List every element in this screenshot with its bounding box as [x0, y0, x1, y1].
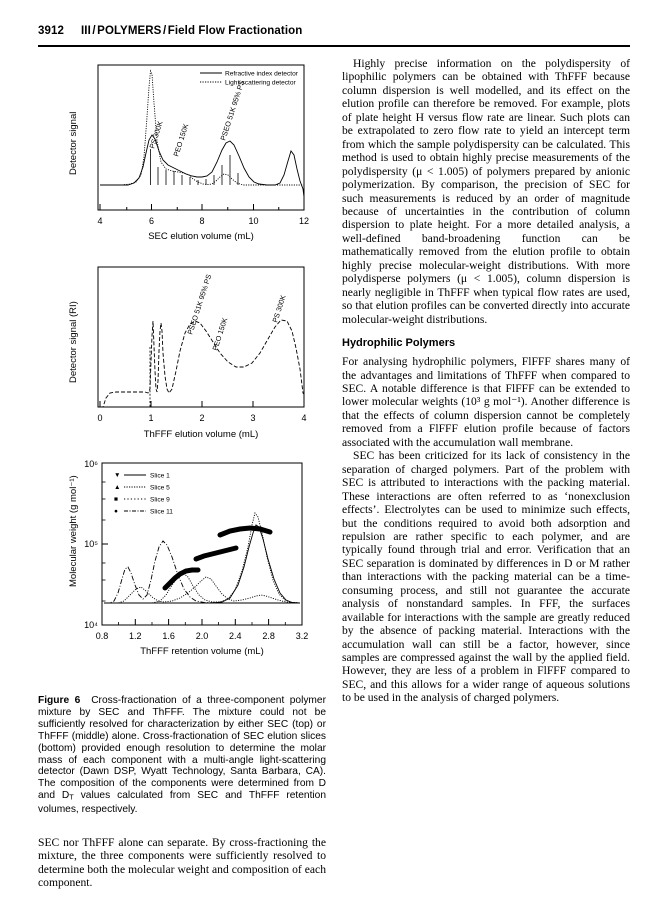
legend-label-slice5: Slice 5: [150, 484, 170, 491]
running-head-article: Field Flow Fractionation: [167, 25, 303, 37]
running-head-sep-2: /: [162, 25, 167, 37]
figure-6: Detector signal Refractive index detecto…: [62, 57, 312, 674]
bottom-ytick-10e6: 10⁶: [84, 459, 98, 469]
mw-trace-slice9: [162, 567, 201, 591]
page-folio: 3912: [38, 25, 64, 37]
left-body-paragraph: SEC nor ThFFF alone can separate. By cro…: [38, 835, 326, 890]
top-chart-xticks: [99, 204, 305, 210]
mid-xtick-3: 3: [250, 413, 255, 423]
figure-caption-subscript: T: [69, 792, 74, 802]
mid-xtick-2: 2: [199, 413, 204, 423]
top-xtick-0: 4: [97, 216, 102, 226]
bot-xtick-2: 1.6: [162, 631, 175, 641]
legend-marker-slice1: ▼: [114, 472, 121, 479]
bottom-ytick-10e5: 10⁵: [84, 539, 98, 549]
legend-label-slice9: Slice 9: [150, 496, 170, 503]
bot-xtick-6: 3.2: [296, 631, 309, 641]
bot-xtick-4: 2.4: [229, 631, 242, 641]
top-xtick-2: 8: [199, 216, 204, 226]
running-head: 3912 III / POLYMERS / Field Flow Fractio…: [38, 25, 630, 37]
middle-chart-xticks: [99, 401, 305, 407]
top-xtick-4: 12: [299, 216, 309, 226]
bottom-ytick-10e4: 10⁴: [84, 620, 98, 630]
running-head-sep-1: /: [92, 25, 96, 37]
bot-xtick-3: 2.0: [196, 631, 209, 641]
bottom-chart-xlabel: ThFFF retention volume (mL): [140, 646, 264, 657]
legend-marker-slice11: ●: [114, 508, 118, 515]
mw-trace-slice1: [217, 525, 273, 538]
peak-label-ps300k-top: PS 300K: [147, 120, 164, 150]
peak-label-pseo-top: PSEO 51K 95% PS: [218, 79, 246, 142]
mid-xtick-4: 4: [301, 413, 306, 423]
figure-caption-label: Figure 6: [38, 695, 81, 706]
right-paragraph-2: For analysing hydrophilic polymers, FlFF…: [342, 355, 630, 449]
thfff-elution-chart: Detector signal (RI) PSEO 51K 95% PS PEO…: [68, 266, 307, 440]
right-paragraph-1: Highly precise information on the polydi…: [342, 57, 630, 326]
figure-panel-top: Detector signal Refractive index detecto…: [62, 57, 312, 257]
figure-panel-bottom: Molecular weight (g mol⁻¹) 10⁴ 10⁵ 10⁶: [62, 455, 312, 670]
bottom-chart-yticks: [102, 462, 108, 626]
top-chart-droplines: [150, 149, 239, 185]
bottom-chart-xticks: [101, 619, 303, 625]
middle-chart-ylabel: Detector signal (RI): [68, 301, 79, 383]
section-heading-hydrophilic-polymers: Hydrophilic Polymers: [342, 337, 456, 350]
bottom-chart-ylabel: Molecular weight (g mol⁻¹): [68, 475, 79, 587]
sec-elution-chart: Detector signal Refractive index detecto…: [68, 64, 309, 242]
bot-xtick-0: 0.8: [96, 631, 109, 641]
legend-label-slice1: Slice 1: [150, 472, 170, 479]
figure-caption: Figure 6 Cross-fractionation of a three-…: [38, 695, 326, 816]
running-head-part: III: [80, 25, 91, 37]
legend-marker-slice9: ■: [114, 496, 118, 503]
right-column-text: Highly precise information on the polydi…: [342, 57, 630, 705]
left-column-text: Figure 6 Cross-fractionation of a three-…: [38, 695, 326, 889]
peak-label-pseo-middle: PSEO 51K 95% PS: [185, 273, 213, 336]
legend-marker-slice5: ▲: [114, 484, 121, 491]
header-rule: [38, 45, 630, 47]
top-xtick-3: 10: [248, 216, 258, 226]
mid-xtick-1: 1: [148, 413, 153, 423]
running-head-section: POLYMERS: [97, 25, 162, 37]
figure-panel-middle: Detector signal (RI) PSEO 51K 95% PS PEO…: [62, 261, 312, 451]
peak-label-ps-middle: PS 300K: [270, 294, 287, 324]
bot-xtick-1: 1.2: [129, 631, 142, 641]
legend-label-slice11: Slice 11: [150, 508, 173, 515]
figure-caption-text-2: values calculated from SEC and ThFFF ret…: [38, 790, 326, 815]
top-chart-legend: Refractive index detector Light-scatteri…: [200, 70, 299, 86]
peak-label-peo-middle: PEO 150K: [210, 316, 229, 351]
top-chart-ylabel: Detector signal: [68, 112, 79, 175]
right-paragraph-3: SEC has been criticized for its lack of …: [342, 449, 630, 705]
mw-trace-slice5: [193, 545, 239, 562]
legend-label-ls: Light-scattering detector: [225, 79, 297, 86]
bottom-chart-legend: ▼ Slice 1 ▲ Slice 5 ■ Slice 9 ● Slice 11: [114, 472, 173, 515]
peak-label-peo150k-top: PEO 150K: [171, 122, 190, 157]
legend-label-ri: Refractive index detector: [225, 70, 299, 77]
middle-chart-xlabel: ThFFF elution volume (mL): [144, 429, 259, 440]
figure-caption-text: Cross-fractionation of a three-component…: [38, 695, 326, 802]
mid-xtick-0: 0: [97, 413, 102, 423]
bot-xtick-5: 2.8: [262, 631, 275, 641]
top-chart-xlabel: SEC elution volume (mL): [148, 231, 254, 242]
top-xtick-1: 6: [149, 216, 154, 226]
cross-fractionation-chart: Molecular weight (g mol⁻¹) 10⁴ 10⁵ 10⁶: [68, 459, 309, 657]
